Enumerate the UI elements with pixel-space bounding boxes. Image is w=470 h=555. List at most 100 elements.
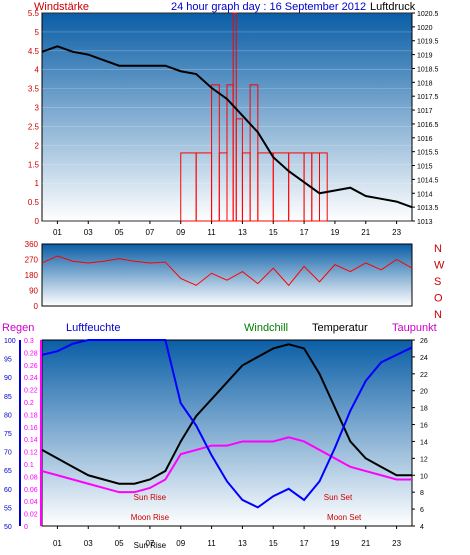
- compass-label: N: [434, 309, 442, 321]
- x-tick-label: 19: [330, 228, 339, 237]
- rain-tick-label: 0.12: [24, 450, 38, 457]
- taupunkt-line: [41, 436, 412, 494]
- right-tick-label: 1013: [417, 219, 433, 226]
- humidity-tick-label: 55: [4, 505, 12, 512]
- temp-tick-label: 20: [420, 389, 428, 396]
- x-tick-label: 11: [207, 539, 216, 548]
- direction-tick-label: 0: [34, 302, 39, 311]
- compass-label: S: [434, 276, 441, 288]
- rain-tick-label: 0.2: [24, 400, 34, 407]
- left-tick-label: 1.5: [28, 160, 40, 169]
- left-tick-label: 4.5: [28, 47, 40, 56]
- left-tick-label: 0.5: [28, 198, 40, 207]
- x-tick-label: 07: [145, 228, 154, 237]
- direction-tick-label: 90: [29, 287, 38, 296]
- x-tick-label: 03: [84, 539, 93, 548]
- humidity-tick-label: 100: [4, 338, 16, 345]
- astro-annotation: Sun Set: [324, 493, 353, 502]
- x-tick-label: 19: [330, 539, 339, 548]
- windstarke-label: Windstärke: [34, 1, 89, 13]
- right-tick-label: 1019: [417, 53, 433, 60]
- temperatur-line: [41, 343, 412, 485]
- rain-tick-label: 0.02: [24, 512, 38, 519]
- x-tick-label: 05: [115, 228, 124, 237]
- humidity-tick-label: 95: [4, 357, 12, 364]
- rain-tick-label: 0.26: [24, 363, 38, 370]
- left-tick-label: 3: [35, 104, 40, 113]
- x-tick-label: 21: [361, 228, 370, 237]
- right-tick-label: 1013.5: [417, 205, 439, 212]
- rain-tick-label: 0.16: [24, 425, 38, 432]
- right-tick-label: 1017: [417, 108, 433, 115]
- humidity-tick-label: 75: [4, 431, 12, 438]
- right-tick-label: 1019.5: [417, 39, 439, 46]
- wind-direction-panel: [41, 243, 413, 307]
- rain-tick-label: 0.06: [24, 487, 38, 494]
- humidity-tick-label: 65: [4, 468, 12, 475]
- right-tick-label: 1014: [417, 191, 433, 198]
- x-tick-label: 15: [269, 539, 278, 548]
- temp-tick-label: 12: [420, 456, 428, 463]
- temp-tick-label: 10: [420, 473, 428, 480]
- temp-tick-label: 24: [420, 355, 428, 362]
- left-tick-label: 5.5: [28, 9, 40, 18]
- right-tick-label: 1016.5: [417, 122, 439, 129]
- x-tick-label: 23: [392, 539, 401, 548]
- luftfeuchte-line: [41, 339, 413, 509]
- x-tick-label: 13: [238, 539, 247, 548]
- left-tick-label: 2.5: [28, 122, 40, 131]
- rain-tick-label: 0.14: [24, 437, 38, 444]
- rain-tick-label: 0: [24, 524, 28, 531]
- direction-tick-label: 180: [25, 271, 39, 280]
- left-tick-label: 5: [35, 28, 40, 37]
- regen-label: Regen: [2, 322, 34, 334]
- left-tick-label: 2: [35, 141, 40, 150]
- compass-label: N: [434, 243, 442, 255]
- luftdruck-label: Luftdruck: [370, 1, 416, 13]
- x-tick-label: 01: [53, 228, 62, 237]
- astro-annotation: Moon Set: [327, 513, 362, 522]
- right-tick-label: 1018.5: [417, 66, 439, 73]
- temp-tick-label: 4: [420, 524, 424, 531]
- temperatur-label: Temperatur: [312, 322, 368, 334]
- x-tick-label: 09: [176, 539, 185, 548]
- compass-label: W: [434, 260, 445, 272]
- humidity-temperature-panel: [41, 339, 413, 527]
- astro-annotation: Sun Rise: [134, 493, 167, 502]
- right-tick-label: 1015.5: [417, 150, 439, 157]
- temp-tick-label: 16: [420, 423, 428, 430]
- x-tick-label: 23: [392, 228, 401, 237]
- x-tick-label: 17: [300, 228, 309, 237]
- luftfeuchte-label: Luftfeuchte: [66, 322, 120, 334]
- astro-annotation: Sun Rise: [134, 541, 167, 550]
- rain-tick-label: 0.1: [24, 462, 34, 469]
- temp-tick-label: 8: [420, 490, 424, 497]
- x-tick-label: 13: [238, 228, 247, 237]
- left-tick-label: 0: [35, 217, 40, 226]
- wind-speed-bar: [319, 152, 328, 222]
- chart-title: 24 hour graph day : 16 September 2012: [171, 1, 366, 13]
- x-tick-label: 21: [361, 539, 370, 548]
- humidity-tick-label: 90: [4, 375, 12, 382]
- humidity-tick-label: 50: [4, 524, 12, 531]
- right-tick-label: 1017.5: [417, 94, 439, 101]
- pressure-line: [41, 45, 413, 209]
- x-tick-label: 09: [176, 228, 185, 237]
- humidity-tick-label: 80: [4, 412, 12, 419]
- right-tick-label: 1020: [417, 25, 433, 32]
- right-tick-label: 1020.5: [417, 11, 439, 18]
- wind-speed-bar: [232, 12, 237, 222]
- humidity-tick-label: 60: [4, 487, 12, 494]
- left-tick-label: 1: [35, 179, 40, 188]
- x-tick-label: 01: [53, 539, 62, 548]
- astro-annotation: Moon Rise: [131, 513, 170, 522]
- humidity-tick-label: 70: [4, 450, 12, 457]
- temp-tick-label: 18: [420, 406, 428, 413]
- windchill-label: Windchill: [244, 322, 288, 334]
- compass-label: O: [434, 293, 443, 305]
- right-tick-label: 1016: [417, 136, 433, 143]
- rain-tick-label: 0.3: [24, 338, 34, 345]
- wind-direction-line: [41, 255, 413, 287]
- direction-tick-label: 360: [25, 240, 39, 249]
